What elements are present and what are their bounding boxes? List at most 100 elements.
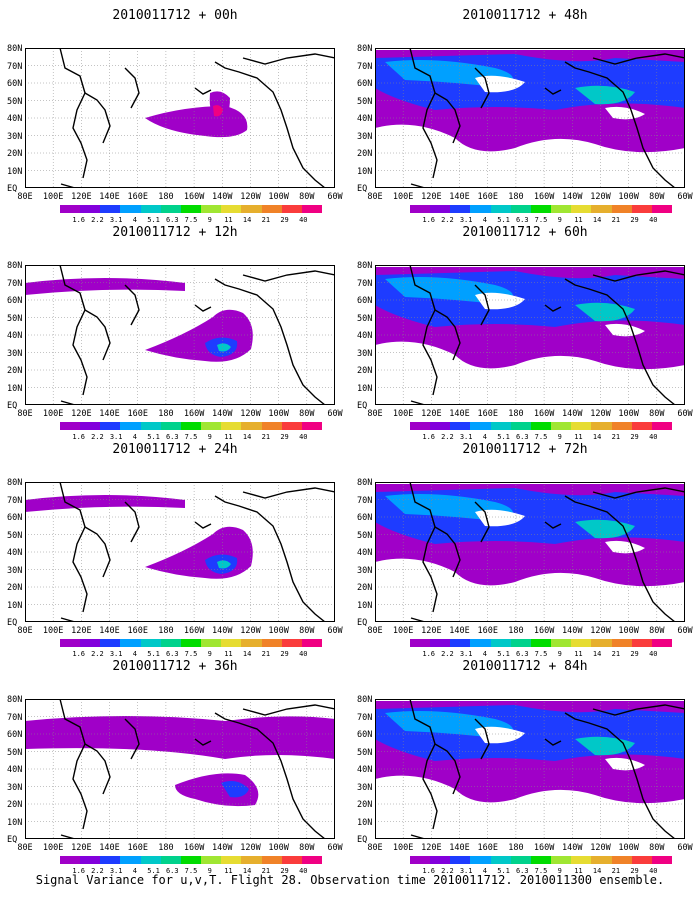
map-area [375,482,685,622]
colorbar-swatch [261,856,282,864]
longitude-label: 80E [367,843,383,853]
map-area [375,265,685,405]
coastline [434,92,461,144]
latitude-label: EQ [7,618,18,628]
latitude-label: 30N [357,348,373,359]
colorbar-swatch [490,639,511,647]
latitude-label: 60N [7,79,23,89]
colorbar-label: 4 [482,433,487,441]
latitude-label: 70N [7,712,23,723]
colorbar-swatch [180,639,202,647]
colorbar-label: 21 [261,433,271,441]
colorbar-swatch [241,639,262,647]
coastline [214,278,326,405]
colorbar-swatch [221,856,242,864]
colorbar-label: 40 [299,650,308,658]
longitude-label: 160E [477,192,498,202]
variance-contour [217,343,231,352]
latitude-label: EQ [7,401,18,411]
colorbar-label: 9 [207,433,212,441]
colorbar-swatch [470,639,491,647]
latitude-label: 10N [357,817,373,828]
colorbar-swatch [120,856,141,864]
colorbar-label: 11 [574,433,583,441]
longitude-label: 80E [17,626,33,636]
colorbar-swatch [261,205,282,213]
colorbar-swatch [510,639,531,647]
colorbar-swatch [60,205,81,213]
colorbar-swatch [450,639,471,647]
colorbar-swatch [140,856,161,864]
coastline [474,501,490,543]
latitude-label: 20N [7,149,23,159]
map-frame [375,482,685,622]
colorbar-swatch [470,205,491,213]
coastline [194,304,212,312]
coastline [214,712,326,839]
colorbar-swatch [301,856,323,864]
coastline [242,53,335,65]
longitude-label: 160E [127,192,148,202]
colorbar-label: 5.1 [147,433,160,441]
colorbar-swatch [120,205,141,213]
colorbar-label: 4 [482,216,487,224]
map-area [25,699,335,839]
colorbar [60,422,323,430]
colorbar-label: 3.1 [459,650,473,658]
latitude-label: 10N [357,166,373,177]
latitude-label: 80N [357,44,373,54]
map-panel: 2010011712 + 36h 80N 70N 60N 50N 40N 30N 20N 10N… [5,659,345,877]
longitude-label: 160W [533,409,555,419]
colorbar-swatch [470,856,491,864]
latitude-label: EQ [7,184,18,194]
colorbar-swatch [301,639,323,647]
colorbar-label: 3.1 [459,433,473,441]
map-area [375,699,685,839]
colorbar-swatch [430,205,451,213]
latitude-label: 10N [357,600,373,611]
longitude-label: 160W [183,192,205,202]
longitude-label: 160E [477,843,498,853]
longitude-label: 180 [508,626,524,636]
colorbar-label: 6.3 [165,650,179,658]
latitude-label: 50N [7,747,23,758]
longitude-label: 120W [590,192,611,202]
coastline [564,61,676,188]
longitude-label: 120E [71,192,92,202]
longitude-label: 140E [449,192,470,202]
colorbar-label: 2.2 [441,216,454,224]
colorbar-swatch [281,422,302,430]
colorbar-swatch [571,422,592,430]
colorbar-swatch [100,422,121,430]
latitude-label: 70N [7,61,23,72]
colorbar-label: 11 [224,867,233,875]
colorbar-swatch [591,205,612,213]
colorbar-label: 14 [242,433,252,441]
coastline [409,48,438,179]
colorbar-label: 29 [280,433,289,441]
coastline [59,699,88,830]
colorbar-label: 21 [261,216,271,224]
longitude-label: 80W [649,409,665,419]
colorbar-label: 5.1 [497,216,510,224]
longitude-label: 160E [477,626,498,636]
variance-contour [605,323,645,337]
colorbar-swatch [591,422,612,430]
coastline [84,526,111,578]
longitude-label: 80W [649,626,665,636]
coastline [242,487,335,499]
longitude-label: 100W [268,843,289,853]
latitude-label: 20N [357,149,373,159]
colorbar-label: 7.5 [534,433,548,441]
colorbar-label: 5.1 [497,867,510,875]
longitude-label: 100W [618,843,639,853]
colorbar-swatch [221,639,242,647]
colorbar-label: 11 [574,216,583,224]
colorbar-label: 3.1 [109,650,123,658]
colorbar-label: 40 [299,433,308,441]
variance-contour [221,781,249,798]
longitude-label: 60W [327,409,343,419]
colorbar-swatch [470,422,491,430]
colorbar-swatch [160,639,181,647]
longitude-label: 120E [71,626,92,636]
